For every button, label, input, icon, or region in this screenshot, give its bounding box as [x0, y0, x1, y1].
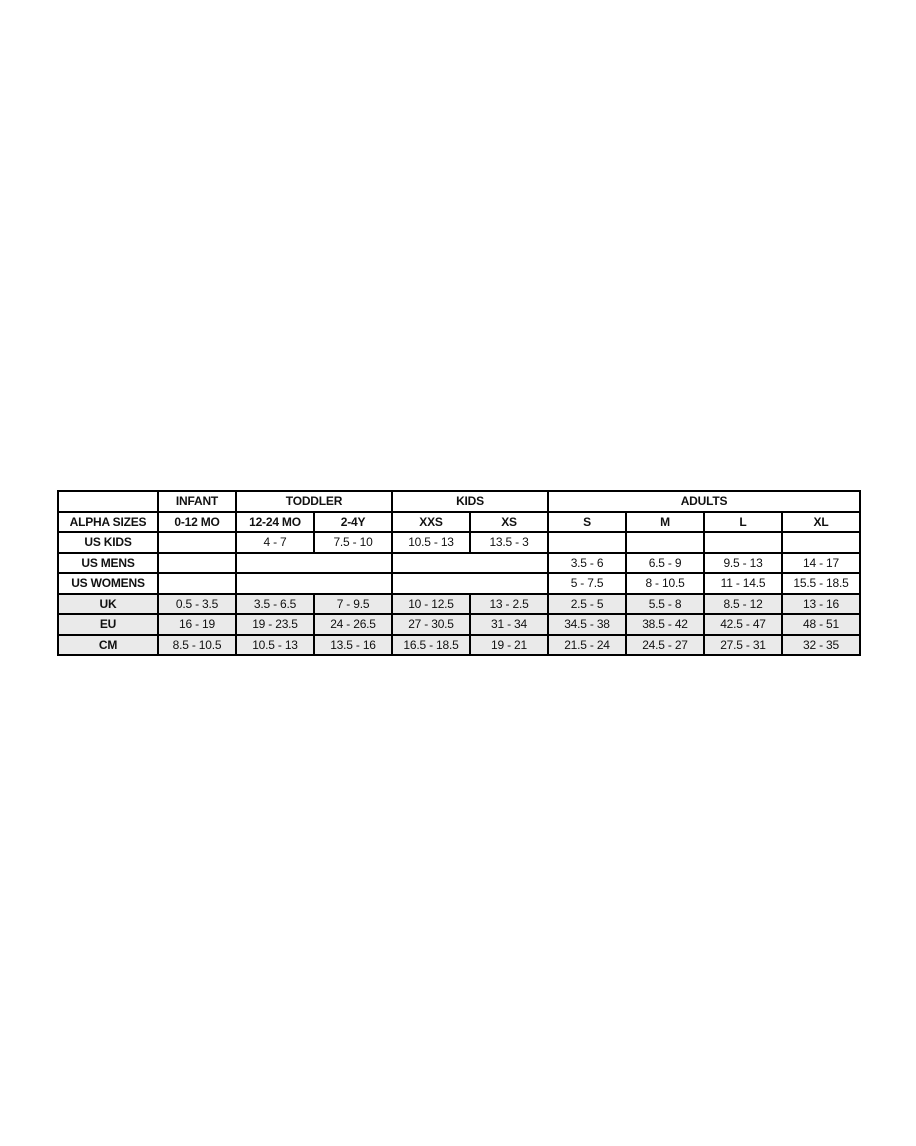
size-cell — [547, 531, 627, 554]
size-conversion-chart: INFANT TODDLER KIDS ADULTS ALPHA SIZES 0… — [57, 490, 861, 656]
size-cell: 7.5 - 10 — [313, 531, 393, 554]
row-label-eu: EU — [57, 613, 159, 636]
size-cell: 3.5 - 6.5 — [235, 592, 315, 615]
size-cell: 21.5 - 24 — [547, 633, 627, 656]
size-cell: 7 - 9.5 — [313, 592, 393, 615]
size-cell: S — [547, 510, 627, 533]
row-label-uk: UK — [57, 592, 159, 615]
size-cell: M — [625, 510, 705, 533]
group-header-adults: ADULTS — [547, 490, 861, 513]
row-label-us-kids: US KIDS — [57, 531, 159, 554]
size-cell: 27.5 - 31 — [703, 633, 783, 656]
size-cell: 3.5 - 6 — [547, 551, 627, 574]
eu-row: EU 16 - 19 19 - 23.5 24 - 26.5 27 - 30.5… — [57, 613, 861, 636]
size-cell: 13.5 - 3 — [469, 531, 549, 554]
size-cell: 2.5 - 5 — [547, 592, 627, 615]
size-cell: 9.5 - 13 — [703, 551, 783, 574]
row-label-us-womens: US WOMENS — [57, 572, 159, 595]
size-cell: 5.5 - 8 — [625, 592, 705, 615]
corner-cell — [57, 490, 159, 513]
size-cell — [235, 572, 393, 595]
group-header-infant: INFANT — [157, 490, 237, 513]
size-cell — [157, 572, 237, 595]
size-cell: 27 - 30.5 — [391, 613, 471, 636]
size-cell: 8.5 - 10.5 — [157, 633, 237, 656]
size-cell: 13 - 16 — [781, 592, 861, 615]
size-cell: 14 - 17 — [781, 551, 861, 574]
size-cell — [391, 551, 549, 574]
size-cell — [391, 572, 549, 595]
size-cell: 19 - 21 — [469, 633, 549, 656]
group-header-row: INFANT TODDLER KIDS ADULTS — [57, 490, 861, 513]
size-cell: 31 - 34 — [469, 613, 549, 636]
size-cell: 10 - 12.5 — [391, 592, 471, 615]
size-cell: 38.5 - 42 — [625, 613, 705, 636]
size-cell: L — [703, 510, 783, 533]
size-cell: 16 - 19 — [157, 613, 237, 636]
size-cell: 42.5 - 47 — [703, 613, 783, 636]
size-cell: 12-24 MO — [235, 510, 315, 533]
size-cell: 11 - 14.5 — [703, 572, 783, 595]
size-cell: 0.5 - 3.5 — [157, 592, 237, 615]
cm-row: CM 8.5 - 10.5 10.5 - 13 13.5 - 16 16.5 -… — [57, 633, 861, 656]
row-label-us-mens: US MENS — [57, 551, 159, 574]
size-cell: 19 - 23.5 — [235, 613, 315, 636]
us-kids-row: US KIDS 4 - 7 7.5 - 10 10.5 - 13 13.5 - … — [57, 531, 861, 554]
group-header-kids: KIDS — [391, 490, 549, 513]
size-cell — [157, 551, 237, 574]
size-chart-table: INFANT TODDLER KIDS ADULTS ALPHA SIZES 0… — [57, 490, 861, 656]
group-header-toddler: TODDLER — [235, 490, 393, 513]
size-cell — [781, 531, 861, 554]
size-cell: 24.5 - 27 — [625, 633, 705, 656]
size-cell — [703, 531, 783, 554]
us-mens-row: US MENS 3.5 - 6 6.5 - 9 9.5 - 13 14 - 17 — [57, 551, 861, 574]
size-cell — [235, 551, 393, 574]
size-cell: XS — [469, 510, 549, 533]
size-cell: 0-12 MO — [157, 510, 237, 533]
row-label-cm: CM — [57, 633, 159, 656]
size-cell: 8 - 10.5 — [625, 572, 705, 595]
size-cell — [625, 531, 705, 554]
alpha-sizes-row: ALPHA SIZES 0-12 MO 12-24 MO 2-4Y XXS XS… — [57, 510, 861, 533]
us-womens-row: US WOMENS 5 - 7.5 8 - 10.5 11 - 14.5 15.… — [57, 572, 861, 595]
size-cell: 5 - 7.5 — [547, 572, 627, 595]
size-cell: 34.5 - 38 — [547, 613, 627, 636]
uk-row: UK 0.5 - 3.5 3.5 - 6.5 7 - 9.5 10 - 12.5… — [57, 592, 861, 615]
size-cell: 13 - 2.5 — [469, 592, 549, 615]
size-cell: 2-4Y — [313, 510, 393, 533]
size-cell: XXS — [391, 510, 471, 533]
size-cell: 4 - 7 — [235, 531, 315, 554]
size-cell: 13.5 - 16 — [313, 633, 393, 656]
size-cell: 10.5 - 13 — [391, 531, 471, 554]
size-cell: 16.5 - 18.5 — [391, 633, 471, 656]
size-cell: 10.5 - 13 — [235, 633, 315, 656]
row-label-alpha-sizes: ALPHA SIZES — [57, 510, 159, 533]
size-cell: 8.5 - 12 — [703, 592, 783, 615]
size-cell: 48 - 51 — [781, 613, 861, 636]
size-cell: 6.5 - 9 — [625, 551, 705, 574]
size-cell: 24 - 26.5 — [313, 613, 393, 636]
size-cell: XL — [781, 510, 861, 533]
size-cell — [157, 531, 237, 554]
size-cell: 32 - 35 — [781, 633, 861, 656]
size-cell: 15.5 - 18.5 — [781, 572, 861, 595]
